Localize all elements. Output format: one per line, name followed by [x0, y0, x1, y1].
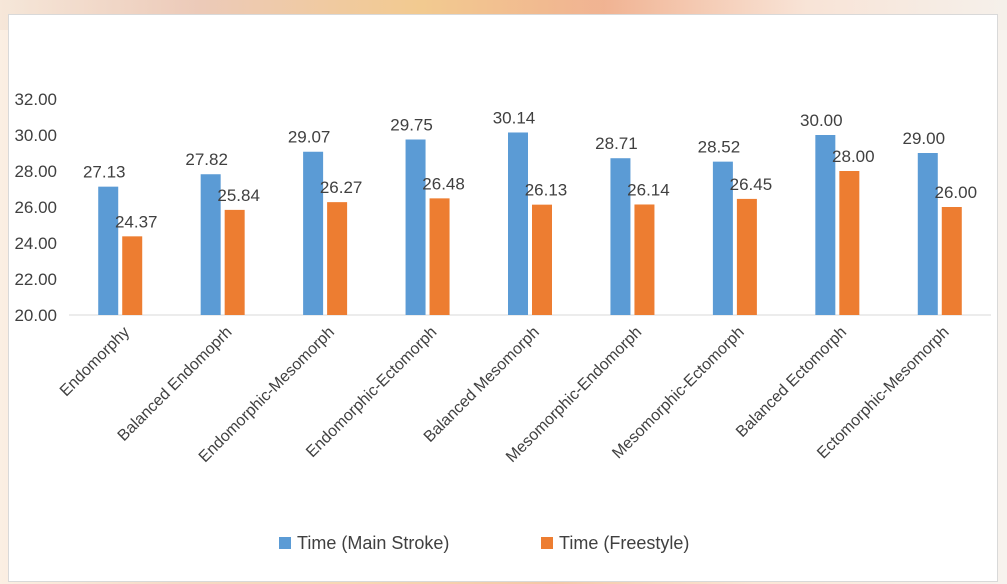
y-tick-label: 30.00	[14, 126, 57, 145]
bar-freestyle	[122, 236, 143, 315]
chart-panel: 20.00 22.00 24.00 26.00 28.00 30.00 32.00 27.1…	[8, 14, 998, 582]
data-label-main-stroke: 30.14	[493, 108, 536, 127]
data-label-main-stroke: 30.00	[800, 111, 843, 130]
data-label-main-stroke: 28.71	[595, 134, 638, 153]
bar-chart: 20.00 22.00 24.00 26.00 28.00 30.00 32.00 27.1…	[14, 90, 991, 553]
bar-freestyle	[736, 198, 757, 315]
chart-bars	[98, 132, 962, 315]
bar-freestyle	[941, 207, 962, 315]
legend-swatch-main-stroke	[279, 537, 291, 549]
bar-main-stroke	[303, 151, 324, 315]
y-tick-label: 26.00	[14, 198, 57, 217]
bar-main-stroke	[712, 161, 733, 315]
y-tick-label: 24.00	[14, 234, 57, 253]
x-category-label: Balanced Mesomorph	[421, 324, 543, 446]
bar-main-stroke	[200, 174, 221, 315]
data-label-main-stroke: 29.00	[903, 129, 946, 148]
bar-freestyle	[327, 202, 348, 315]
bar-main-stroke	[917, 153, 938, 315]
bar-main-stroke	[405, 139, 426, 315]
chart-data-labels: 27.13 24.37 27.82 25.84 29.07 26.27 29.75 26.48…	[83, 108, 977, 231]
data-label-main-stroke: 29.07	[288, 128, 331, 147]
data-label-freestyle: 26.48	[422, 174, 465, 193]
data-label-main-stroke: 27.82	[185, 150, 228, 169]
data-label-freestyle: 26.45	[730, 175, 773, 194]
x-category-label: Balanced Ectomorph	[733, 324, 850, 441]
bar-main-stroke	[815, 135, 836, 315]
y-tick-label: 28.00	[14, 162, 57, 181]
bar-freestyle	[839, 171, 860, 315]
y-tick-label: 20.00	[14, 306, 57, 325]
data-label-freestyle: 25.84	[217, 186, 260, 205]
bar-freestyle	[224, 209, 245, 315]
bar-main-stroke	[508, 132, 528, 315]
bar-main-stroke	[610, 158, 631, 315]
bar-freestyle	[634, 204, 655, 315]
data-label-freestyle: 28.00	[832, 147, 875, 166]
y-tick-label: 22.00	[14, 270, 57, 289]
x-category-label: Balanced Endomoprh	[115, 324, 236, 445]
bar-main-stroke	[98, 186, 119, 315]
data-label-freestyle: 26.27	[320, 178, 363, 197]
data-label-main-stroke: 28.52	[698, 138, 741, 157]
legend-label-freestyle: Time (Freestyle)	[559, 533, 689, 553]
data-label-freestyle: 26.13	[525, 181, 568, 200]
data-label-main-stroke: 27.13	[83, 163, 126, 182]
x-category-label: Endomorphy	[57, 324, 133, 400]
data-label-main-stroke: 29.75	[390, 116, 433, 135]
data-label-freestyle: 24.37	[115, 212, 158, 231]
bar-freestyle	[532, 204, 552, 315]
legend-swatch-freestyle	[541, 537, 553, 549]
data-label-freestyle: 26.00	[935, 183, 978, 202]
y-tick-label: 32.00	[14, 90, 57, 109]
chart-axes: 20.00 22.00 24.00 26.00 28.00 30.00 32.00	[14, 90, 991, 325]
bar-freestyle	[429, 198, 450, 315]
chart-legend: Time (Main Stroke) Time (Freestyle)	[279, 533, 689, 553]
data-label-freestyle: 26.14	[627, 180, 670, 199]
legend-label-main-stroke: Time (Main Stroke)	[297, 533, 449, 553]
